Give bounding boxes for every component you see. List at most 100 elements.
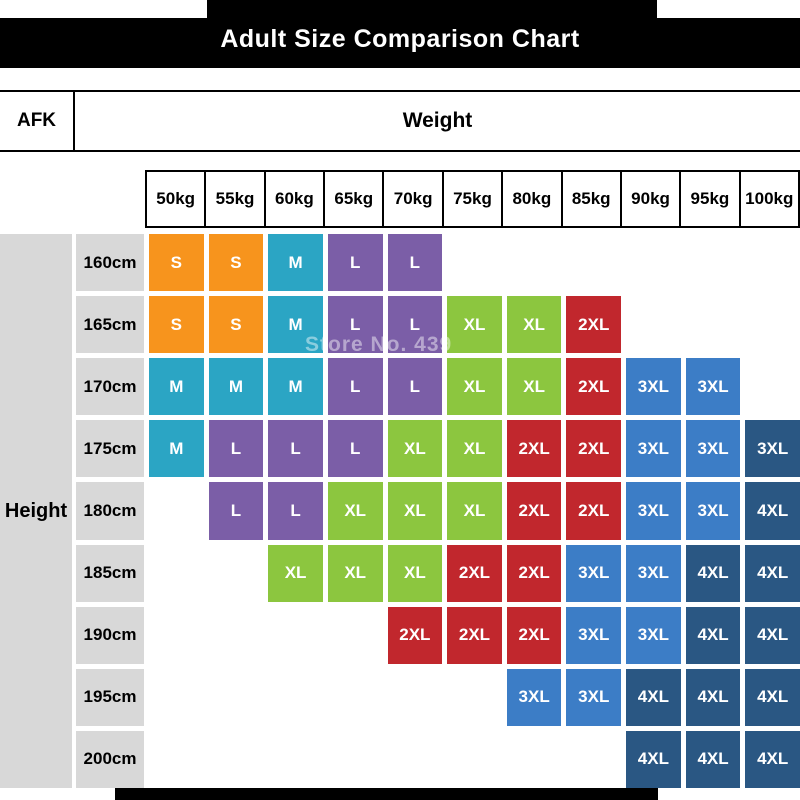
- empty-cell: [209, 669, 264, 726]
- empty-cell: [745, 358, 800, 415]
- size-cell: L: [327, 296, 383, 354]
- size-cell: S: [208, 234, 264, 292]
- size-cell: 2XL: [566, 296, 622, 354]
- height-label: 200cm: [76, 730, 144, 788]
- height-header: Height: [0, 234, 72, 788]
- size-cell: XL: [387, 420, 443, 478]
- weight-label: 85kg: [560, 170, 622, 228]
- empty-cell: [149, 482, 204, 539]
- size-cell: XL: [447, 358, 502, 416]
- weight-header: Weight: [402, 109, 473, 132]
- size-cell: 4XL: [685, 544, 741, 602]
- weight-label: 70kg: [382, 170, 444, 228]
- empty-cell: [328, 669, 383, 726]
- size-cell: L: [208, 482, 264, 540]
- empty-cell: [388, 669, 443, 726]
- size-cell: 2XL: [447, 544, 502, 602]
- weight-label: 90kg: [619, 170, 682, 228]
- empty-cell: [447, 234, 502, 291]
- corner-cell-afk: AFK: [0, 92, 75, 150]
- size-cell: 2XL: [387, 606, 443, 664]
- size-cell: 2XL: [506, 482, 562, 540]
- top-right-notch: [657, 0, 800, 18]
- size-cell: 4XL: [745, 668, 800, 726]
- empty-cell: [566, 731, 621, 788]
- size-cell: L: [327, 420, 383, 478]
- size-cell: L: [327, 234, 383, 292]
- empty-cell: [686, 296, 741, 353]
- size-cell: L: [327, 358, 383, 416]
- size-cell: M: [149, 358, 204, 416]
- empty-cell: [388, 731, 443, 788]
- height-label: 170cm: [76, 358, 144, 416]
- bottom-bar: [115, 788, 658, 800]
- size-cell: M: [208, 358, 264, 416]
- size-cell: 3XL: [745, 420, 800, 478]
- empty-cell: [447, 669, 502, 726]
- empty-cell: [149, 731, 204, 788]
- empty-cell: [268, 731, 323, 788]
- size-cell: 3XL: [685, 482, 741, 540]
- size-cell: M: [268, 234, 323, 292]
- empty-cell: [447, 731, 502, 788]
- size-cell: M: [149, 420, 204, 478]
- size-cell: 2XL: [506, 606, 562, 664]
- height-label: 175cm: [76, 420, 144, 478]
- weight-label: 75kg: [441, 170, 504, 228]
- size-cell: XL: [387, 482, 443, 540]
- size-cell: 3XL: [685, 358, 741, 416]
- size-cell: XL: [447, 482, 502, 540]
- empty-cell: [328, 607, 383, 664]
- table-header-row: AFK Weight: [0, 90, 800, 152]
- size-cell: 2XL: [506, 420, 562, 478]
- size-cell: 4XL: [685, 606, 741, 664]
- height-label: 180cm: [76, 482, 144, 540]
- empty-cell: [268, 669, 323, 726]
- size-cell: L: [387, 234, 443, 292]
- size-cell: 4XL: [745, 544, 800, 602]
- top-left-notch: [0, 0, 207, 18]
- size-cell: 2XL: [506, 544, 562, 602]
- empty-cell: [149, 607, 204, 664]
- height-label: 165cm: [76, 296, 144, 354]
- size-cell: XL: [447, 420, 502, 478]
- size-cell: 2XL: [447, 606, 502, 664]
- empty-cell: [268, 607, 323, 664]
- weight-label: 65kg: [323, 170, 385, 228]
- weight-label: 60kg: [263, 170, 326, 228]
- size-cell: 3XL: [685, 420, 741, 478]
- size-cell: M: [268, 296, 323, 354]
- weight-label: 100kg: [738, 170, 800, 228]
- empty-cell: [328, 731, 383, 788]
- size-grid: 160cm S S M L L 165cm S S M L L XL XL 2XL 170cm M M M L L XL X…: [76, 234, 800, 788]
- size-cell: XL: [327, 544, 383, 602]
- weight-label: 55kg: [204, 170, 266, 228]
- empty-cell: [507, 731, 562, 788]
- empty-cell: [686, 234, 741, 291]
- size-cell: S: [149, 296, 204, 354]
- size-cell: 3XL: [626, 420, 681, 478]
- size-cell: 4XL: [626, 730, 681, 788]
- size-cell: 3XL: [566, 668, 622, 726]
- size-cell: 2XL: [566, 358, 622, 416]
- size-cell: 3XL: [626, 482, 681, 540]
- size-cell: M: [268, 358, 323, 416]
- weight-label: 80kg: [501, 170, 563, 228]
- weight-label: 50kg: [145, 170, 207, 228]
- size-cell: L: [387, 358, 443, 416]
- size-cell: 4XL: [685, 668, 741, 726]
- size-cell: 4XL: [745, 482, 800, 540]
- height-label: 160cm: [76, 234, 144, 292]
- height-label: 185cm: [76, 544, 144, 602]
- height-label: 190cm: [76, 606, 144, 664]
- size-cell: XL: [506, 358, 562, 416]
- empty-cell: [745, 296, 800, 353]
- weight-labels-row: 50kg 55kg 60kg 65kg 70kg 75kg 80kg 85kg 90kg 95kg…: [145, 170, 800, 228]
- size-cell: 3XL: [566, 544, 622, 602]
- size-cell: 2XL: [566, 482, 622, 540]
- size-cell: L: [268, 420, 323, 478]
- empty-cell: [745, 234, 800, 291]
- empty-cell: [626, 296, 681, 353]
- size-cell: XL: [327, 482, 383, 540]
